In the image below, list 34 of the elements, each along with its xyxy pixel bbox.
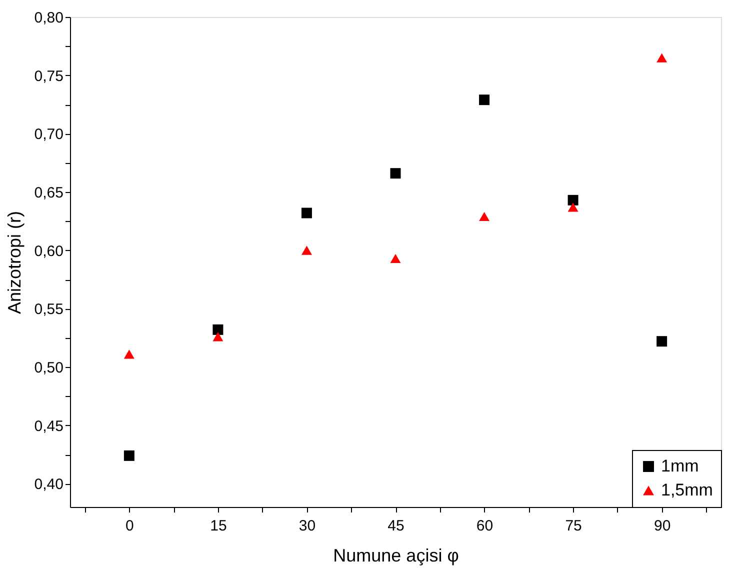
x-tick-label: 75 xyxy=(565,518,582,534)
point xyxy=(301,208,312,218)
y-axis-title: Anizotropi (r) xyxy=(4,210,24,314)
x-tick-label: 0 xyxy=(126,518,134,534)
point xyxy=(124,350,134,359)
point xyxy=(390,254,401,264)
x-tick-label: 30 xyxy=(298,518,316,534)
x-tick-label: 15 xyxy=(210,518,227,534)
point xyxy=(568,194,578,206)
point xyxy=(479,94,490,106)
legend-label: 1,5mm xyxy=(661,480,713,500)
point xyxy=(656,53,668,62)
point xyxy=(656,336,668,347)
point xyxy=(301,246,312,255)
x-tick-label: 90 xyxy=(654,518,671,534)
y-tick-label: 0,75 xyxy=(34,68,64,85)
x-axis-title: Numune açisi φ xyxy=(333,546,459,566)
y-tick-label: 0,60 xyxy=(34,242,64,260)
point xyxy=(124,450,134,461)
point xyxy=(212,332,224,342)
y-tick-label: 0,80 xyxy=(34,10,64,26)
y-tick-label: 0,50 xyxy=(34,360,64,376)
y-tick-label: 0,65 xyxy=(34,184,64,202)
x-tick-label: 45 xyxy=(388,518,404,534)
point xyxy=(479,212,490,222)
point xyxy=(212,324,224,335)
point xyxy=(390,168,401,179)
y-tick-label: 0,55 xyxy=(34,301,64,318)
legend-label: 1mm xyxy=(661,456,699,476)
point xyxy=(568,202,578,212)
y-tick-label: 0,45 xyxy=(34,418,64,435)
y-tick-label: 0,40 xyxy=(34,476,64,494)
x-tick-label: 60 xyxy=(476,518,494,534)
y-tick-label: 0,70 xyxy=(34,126,64,144)
